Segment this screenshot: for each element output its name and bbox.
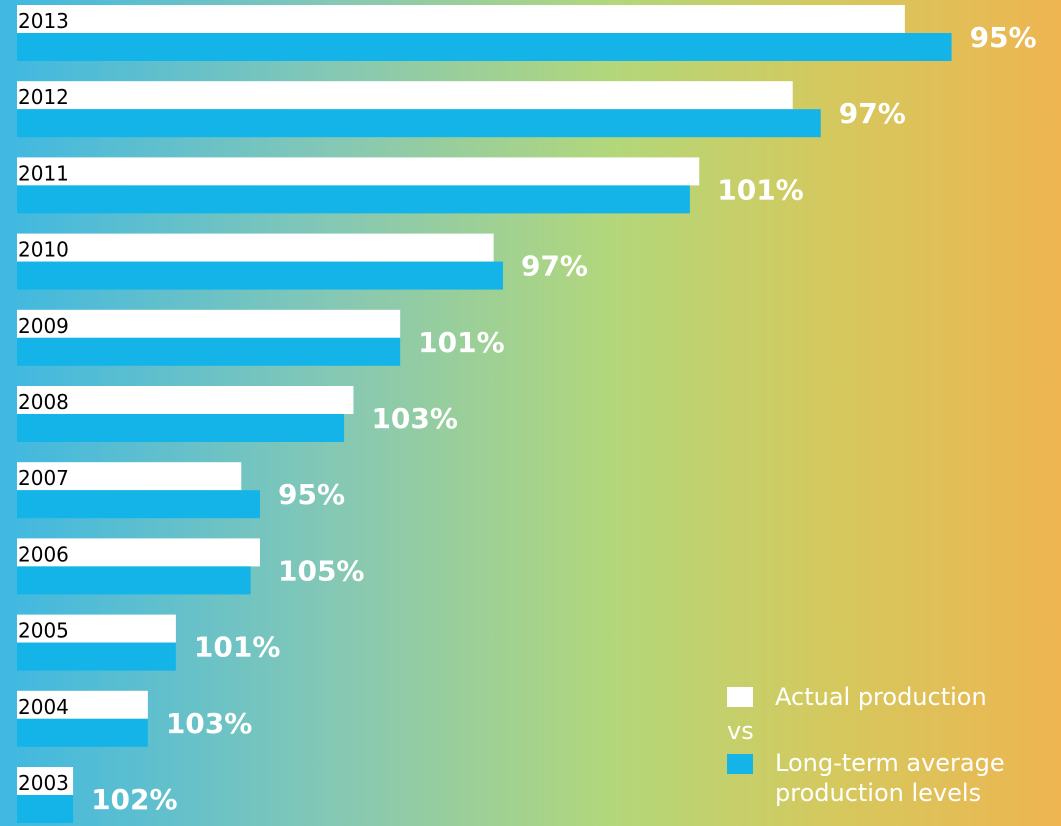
percent-label-2013: 95% bbox=[970, 21, 1037, 54]
bar-average-2003 bbox=[17, 795, 74, 823]
year-label-2010: 2010 bbox=[18, 238, 69, 262]
bar-average-2006 bbox=[17, 566, 251, 595]
bar-actual-2012 bbox=[17, 81, 793, 110]
bar-average-2007 bbox=[17, 490, 260, 519]
legend-average-label-line1: Long-term average bbox=[775, 749, 1005, 777]
percent-label-2005: 101% bbox=[194, 631, 281, 664]
bar-actual-2003 bbox=[17, 767, 74, 795]
bar-actual-2013 bbox=[17, 5, 905, 33]
legend-actual-swatch bbox=[727, 687, 753, 707]
bar-average-2010 bbox=[17, 261, 503, 290]
year-label-2004: 2004 bbox=[18, 695, 69, 719]
year-label-2008: 2008 bbox=[18, 390, 69, 414]
percent-label-2006: 105% bbox=[278, 554, 365, 587]
bar-actual-2009 bbox=[17, 309, 401, 338]
bar-actual-2008 bbox=[17, 386, 354, 414]
year-label-2007: 2007 bbox=[18, 466, 69, 490]
year-label-2003: 2003 bbox=[18, 771, 69, 795]
year-label-2011: 2011 bbox=[18, 161, 69, 185]
percent-label-2012: 97% bbox=[839, 97, 906, 130]
legend-average-label-line2: production levels bbox=[775, 779, 982, 807]
bar-actual-2006 bbox=[17, 538, 260, 567]
bar-actual-2010 bbox=[17, 233, 494, 262]
bar-average-2005 bbox=[17, 642, 176, 671]
bar-average-2012 bbox=[17, 109, 821, 138]
year-label-2006: 2006 bbox=[18, 542, 69, 566]
bar-average-2011 bbox=[17, 185, 690, 214]
bar-average-2013 bbox=[17, 33, 952, 61]
legend-average-swatch bbox=[727, 754, 753, 774]
year-label-2005: 2005 bbox=[18, 619, 69, 643]
percent-label-2010: 97% bbox=[521, 250, 588, 283]
year-label-2013: 2013 bbox=[18, 9, 69, 33]
percent-label-2008: 103% bbox=[371, 402, 458, 435]
percent-label-2011: 101% bbox=[717, 173, 804, 206]
year-label-2009: 2009 bbox=[18, 314, 69, 338]
bar-actual-2005 bbox=[17, 614, 176, 643]
percent-label-2003: 102% bbox=[91, 783, 178, 816]
bar-actual-2011 bbox=[17, 157, 700, 186]
percent-label-2004: 103% bbox=[166, 707, 253, 740]
bar-average-2004 bbox=[17, 718, 148, 747]
percent-label-2007: 95% bbox=[278, 478, 345, 511]
bar-average-2009 bbox=[17, 337, 401, 366]
bar-actual-2007 bbox=[17, 462, 242, 491]
bar-actual-2004 bbox=[17, 690, 148, 719]
percent-label-2009: 101% bbox=[418, 326, 505, 359]
year-label-2012: 2012 bbox=[18, 85, 69, 109]
legend-actual-label: Actual production bbox=[775, 683, 987, 711]
bar-average-2008 bbox=[17, 414, 345, 442]
